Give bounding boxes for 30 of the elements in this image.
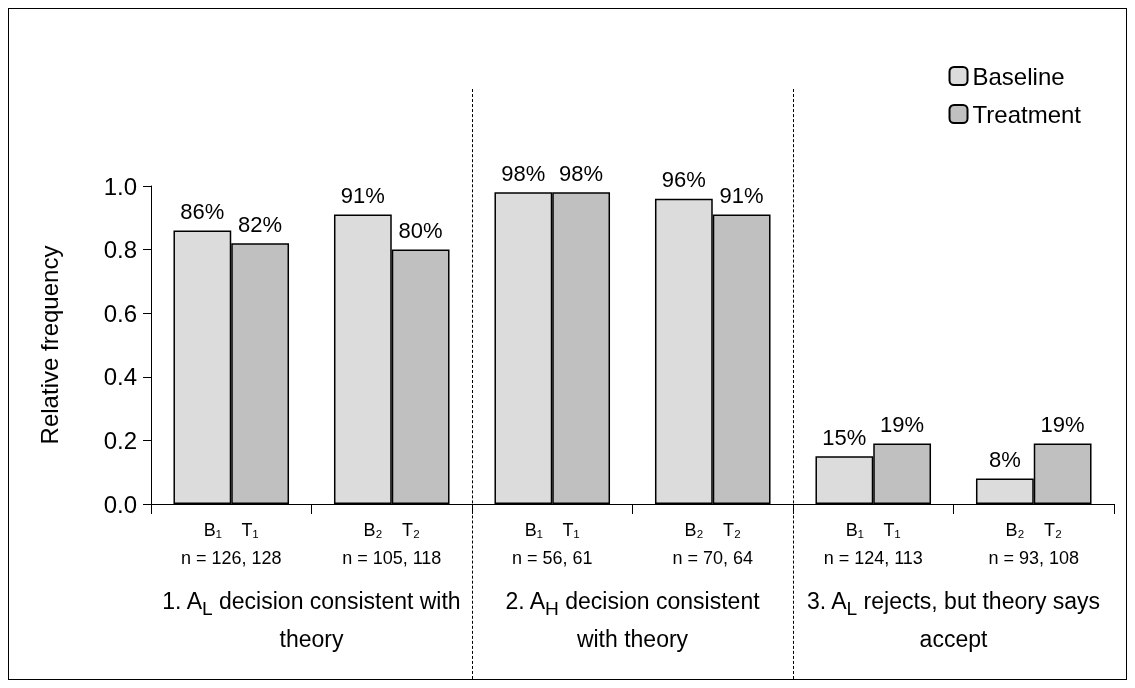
- x-tick-label: B₂ T₂ n = 93, 108: [988, 520, 1080, 568]
- y-tick-label: 0.4: [103, 363, 137, 391]
- x-tick-label: B₁ T₁ n = 56, 61: [511, 520, 593, 568]
- x-tick-label: B₂ T₂ n = 105, 118: [342, 520, 442, 568]
- data-label: 15%: [822, 424, 867, 450]
- data-label: 91%: [719, 183, 764, 209]
- data-label: 86%: [180, 199, 225, 225]
- data-label: 19%: [1040, 412, 1085, 438]
- text: 3. A$_{L}$ rejects, but theory says accept: [805, 587, 1102, 654]
- x-tick-label: B₁ T₁ n = 126, 128: [180, 520, 282, 568]
- x-tick-label: B₁ T₁ n = 124, 113: [823, 520, 923, 568]
- y-axis-title: Relative frequency: [35, 245, 63, 445]
- data-label: 19%: [880, 412, 925, 438]
- y-tick-label: 1.0: [103, 172, 137, 200]
- y-tick-label: 0.2: [103, 426, 137, 454]
- x-tick-label: B₂ T₂ n = 70, 64: [672, 520, 754, 568]
- y-tick-label: 0.6: [103, 299, 137, 327]
- data-label: 80%: [398, 218, 443, 244]
- legend-label: Treatment: [972, 100, 1082, 128]
- text: 2. A$_{H}$ decision consistent with theory: [504, 587, 761, 654]
- legend-label: Baseline: [972, 62, 1065, 90]
- data-label: 82%: [238, 211, 283, 237]
- data-label: 8%: [988, 447, 1021, 473]
- text: 1. A$_{L}$ decision consistent with theory: [161, 587, 462, 654]
- y-tick-label: 0.8: [103, 236, 137, 264]
- data-label: 96%: [661, 167, 706, 193]
- data-label: 91%: [340, 183, 385, 209]
- y-tick-label: 0.0: [103, 490, 137, 518]
- data-label: 98%: [501, 160, 546, 186]
- data-label: 98%: [559, 160, 604, 186]
